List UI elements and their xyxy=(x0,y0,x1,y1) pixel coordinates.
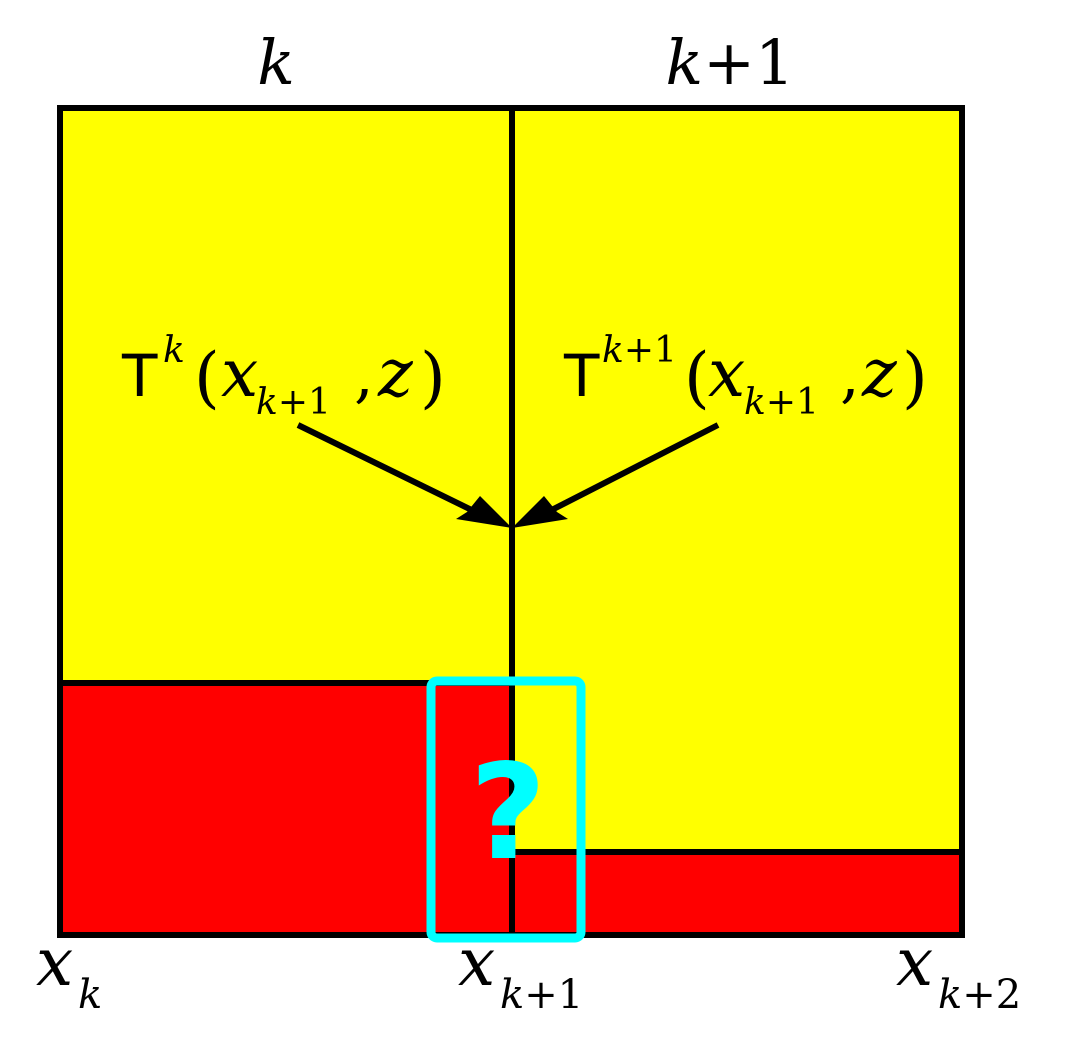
right-expr-comma: , xyxy=(840,338,860,411)
right-expr-second-arg: z xyxy=(861,335,898,412)
right-cell-lower xyxy=(512,852,962,935)
left-temperature-expression: T k ( x k+1 , z ) xyxy=(121,330,446,423)
right-expr-close-paren: ) xyxy=(902,339,928,416)
left-cell-upper xyxy=(60,108,512,683)
column-label-k: k xyxy=(257,26,295,99)
svg-text:x: x xyxy=(458,924,495,1001)
left-expr-subscript: k+1 xyxy=(256,382,331,423)
highlight-box xyxy=(426,676,586,943)
left-arrow xyxy=(296,422,512,528)
svg-text:k: k xyxy=(78,972,102,1018)
right-expr-symbol: T xyxy=(563,342,600,410)
left-expr-comma: , xyxy=(354,338,374,411)
right-expr-var: x xyxy=(708,335,745,412)
left-expr-close-paren: ) xyxy=(420,339,446,416)
left-expr-second-arg: z xyxy=(377,335,414,412)
right-arrow xyxy=(512,422,720,528)
right-expr-open-paren: ( xyxy=(684,339,710,416)
svg-text:x: x xyxy=(36,924,73,1001)
right-expr-subscript: k+1 xyxy=(744,382,819,423)
right-expr-superscript: k+1 xyxy=(602,330,677,371)
axis-label-x-k-plus-1: x k+1 xyxy=(458,924,583,1018)
question-mark: ? xyxy=(470,736,547,890)
svg-text:x: x xyxy=(896,924,933,1001)
axis-label-x-k: x k xyxy=(36,924,102,1018)
left-expr-symbol: T xyxy=(121,342,158,410)
left-expr-superscript: k xyxy=(163,330,185,371)
axis-label-x-k-plus-2: x k+2 xyxy=(896,924,1021,1018)
left-expr-open-paren: ( xyxy=(194,339,220,416)
column-label-k-plus-1: k+1 xyxy=(666,26,795,99)
svg-text:k+1: k+1 xyxy=(500,972,583,1018)
right-cell-upper xyxy=(512,108,962,852)
right-temperature-expression: T k+1 ( x k+1 , z ) xyxy=(563,330,928,423)
left-expr-var: x xyxy=(221,335,258,412)
svg-text:k+2: k+2 xyxy=(938,972,1021,1018)
left-cell-lower xyxy=(60,683,512,935)
